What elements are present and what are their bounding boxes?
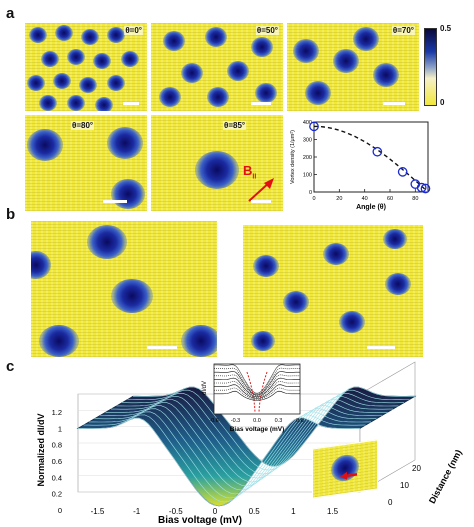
z-tick-label: 10 — [400, 481, 409, 490]
y-tick-label: 0.2 — [52, 490, 62, 499]
spectrum-line — [214, 390, 300, 401]
plot-frame — [313, 121, 429, 193]
y-tick-label: 0.4 — [52, 473, 62, 482]
inset-x-tick-label: -0.6 — [209, 418, 218, 424]
x-tick-label: 20 — [336, 196, 342, 202]
spectrum-line — [214, 367, 300, 395]
spectrum-line — [214, 377, 300, 398]
data-point — [309, 121, 319, 132]
z-tick-label: 0 — [388, 498, 393, 507]
data-point — [420, 183, 431, 194]
inset-x-label: Bias voltage (mV) — [230, 426, 285, 433]
x-tick-label: 0.5 — [249, 507, 261, 516]
x-tick-label: 40 — [362, 196, 368, 202]
x-tick-label: 1.5 — [327, 507, 339, 516]
panel-letter-c: c — [6, 358, 15, 375]
distance-slice-line — [100, 405, 382, 491]
x-axis-label: Angle (θ) — [356, 204, 386, 211]
y-axis-label: Normalized dI/dV — [36, 413, 46, 486]
y-tick-label: 1.2 — [52, 408, 62, 417]
y-tick-label: 1 — [58, 424, 62, 433]
angle-label: θ=0° — [124, 26, 143, 35]
inset-spectra-chart: -0.6 -0.3 0.0 0.3 0.6 dI/dV Bias voltage (mV… — [202, 363, 304, 433]
scale-bar — [147, 346, 177, 349]
stm-image-b-left — [30, 220, 218, 358]
inset-x-tick-label: 0.0 — [253, 418, 261, 424]
spectrum-line — [214, 371, 300, 396]
distance-slice-line — [78, 417, 360, 507]
distance-slice-line — [111, 399, 393, 483]
distance-slice-line — [105, 402, 388, 487]
distance-slice-line — [83, 414, 366, 503]
x-tick-label: -0.5 — [169, 507, 183, 516]
scale-bar — [383, 102, 405, 105]
stm-image-theta-70: θ=70° — [286, 22, 420, 112]
distance-slice-line — [94, 408, 377, 495]
x-tick-label: 80 — [412, 196, 418, 202]
distance-slice-line — [122, 393, 404, 475]
x-tick-label: 60 — [387, 196, 393, 202]
inset-y-label: dI/dV — [202, 381, 208, 395]
x-axis-label: Bias voltage (mV) — [158, 515, 242, 526]
x-tick-label: -1 — [133, 507, 141, 516]
vortex-density-chart: 0 100 200 300 400 0 20 40 60 80 Vortex density (… — [290, 120, 431, 211]
y-tick-label: 0.8 — [52, 441, 62, 450]
stm-image-theta-0: θ=0° — [24, 22, 148, 112]
field-arrow-icon — [248, 178, 274, 202]
stm-image-theta-50: θ=50° — [150, 22, 284, 112]
inset-vortex-thumbnail — [312, 439, 378, 499]
spectrum-line — [214, 364, 300, 394]
inset-x-tick-label: -0.3 — [231, 418, 240, 424]
dIdV-3d-surface-plot: 0 0.2 0.4 0.6 0.8 1 1.2 -1.5 -1 -0.5 0 0.5 1 1.5 0 10… — [36, 361, 464, 526]
distance-slice-line — [89, 411, 371, 499]
stm-image-theta-80: θ=80° — [24, 114, 148, 212]
spectrum-line — [214, 384, 300, 400]
inset-x-tick-label: 0.3 — [275, 418, 283, 424]
panel-letter-b: b — [6, 206, 16, 223]
y-tick-label: 200 — [303, 155, 312, 161]
spectrum-line — [214, 387, 300, 400]
scale-bar — [103, 200, 127, 203]
inset-frame — [213, 363, 301, 415]
magnetic-field-label: BII — [243, 163, 257, 181]
x-tick-label: 0 — [213, 507, 218, 516]
arrow-icon — [340, 471, 357, 480]
y-tick-label: 100 — [303, 173, 312, 179]
y-tick-label: 0 — [58, 506, 62, 515]
inset-x-tick-label: 0.6 — [296, 418, 304, 424]
spectrum-line — [214, 374, 300, 397]
stm-image-theta-85: θ=85° BII — [150, 114, 284, 212]
y-tick-label: 400 — [303, 120, 312, 126]
z-tick-label: 20 — [412, 464, 421, 473]
data-point — [416, 182, 427, 193]
colorbar — [424, 28, 437, 106]
stm-image-b-right — [242, 224, 424, 358]
scale-bar — [123, 102, 139, 105]
z-axis-label: Distance (nm) — [427, 448, 464, 505]
panel-letter-a: a — [6, 5, 15, 22]
x-tick-label: -1.5 — [91, 507, 105, 516]
angle-label: θ=80° — [71, 121, 95, 130]
y-tick-label: 0 — [309, 190, 312, 196]
colorbar-max: 0.5 — [440, 24, 452, 33]
data-point — [372, 146, 383, 157]
distance-slice-line — [133, 386, 415, 467]
y-tick-label: 0.6 — [52, 457, 62, 466]
y-axis-label: Vortex density (1/μm²) — [290, 130, 296, 184]
distance-slice-line — [116, 396, 399, 479]
angle-label: θ=85° — [223, 121, 247, 130]
angle-label: θ=50° — [255, 26, 279, 35]
x-tick-label: 1 — [291, 507, 296, 516]
y-tick-label: 300 — [303, 138, 312, 144]
scale-bar — [367, 346, 395, 349]
spectrum-line — [214, 381, 300, 399]
x-tick-label: 0 — [312, 196, 315, 202]
scale-bar — [251, 102, 271, 105]
data-point — [397, 167, 408, 177]
scale-bar — [251, 200, 271, 203]
distance-slice-line — [127, 389, 410, 471]
angle-label: θ=70° — [391, 26, 415, 35]
colorbar-min: 0 — [440, 98, 445, 107]
